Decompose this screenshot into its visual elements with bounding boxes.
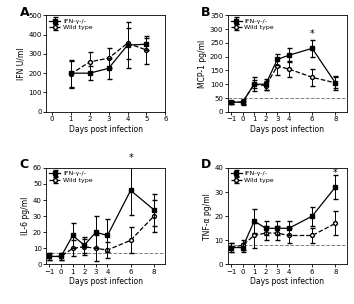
Y-axis label: IL-6 pg/ml: IL-6 pg/ml [21,197,30,235]
X-axis label: Days post infection: Days post infection [250,278,324,286]
Legend: IFN-γ-/-, Wild type: IFN-γ-/-, Wild type [229,170,275,184]
Text: *: * [128,153,133,163]
Text: D: D [201,158,211,171]
Text: A: A [20,5,29,19]
X-axis label: Days post infection: Days post infection [250,125,324,134]
Text: B: B [201,5,211,19]
X-axis label: Days post infection: Days post infection [69,278,143,286]
Y-axis label: IFN U/ml: IFN U/ml [17,47,25,80]
Y-axis label: TNF-α pg/ml: TNF-α pg/ml [202,193,212,240]
Y-axis label: MCP-1 pg/ml: MCP-1 pg/ml [198,40,207,88]
Legend: IFN-γ-/-, Wild type: IFN-γ-/-, Wild type [229,17,275,32]
Text: *: * [310,29,314,39]
Text: *: * [333,168,338,178]
X-axis label: Days post infection: Days post infection [69,125,143,134]
Legend: IFN-γ-/-, Wild type: IFN-γ-/-, Wild type [48,17,94,32]
Legend: IFN-γ-/-, Wild type: IFN-γ-/-, Wild type [48,170,94,184]
Text: C: C [20,158,29,171]
